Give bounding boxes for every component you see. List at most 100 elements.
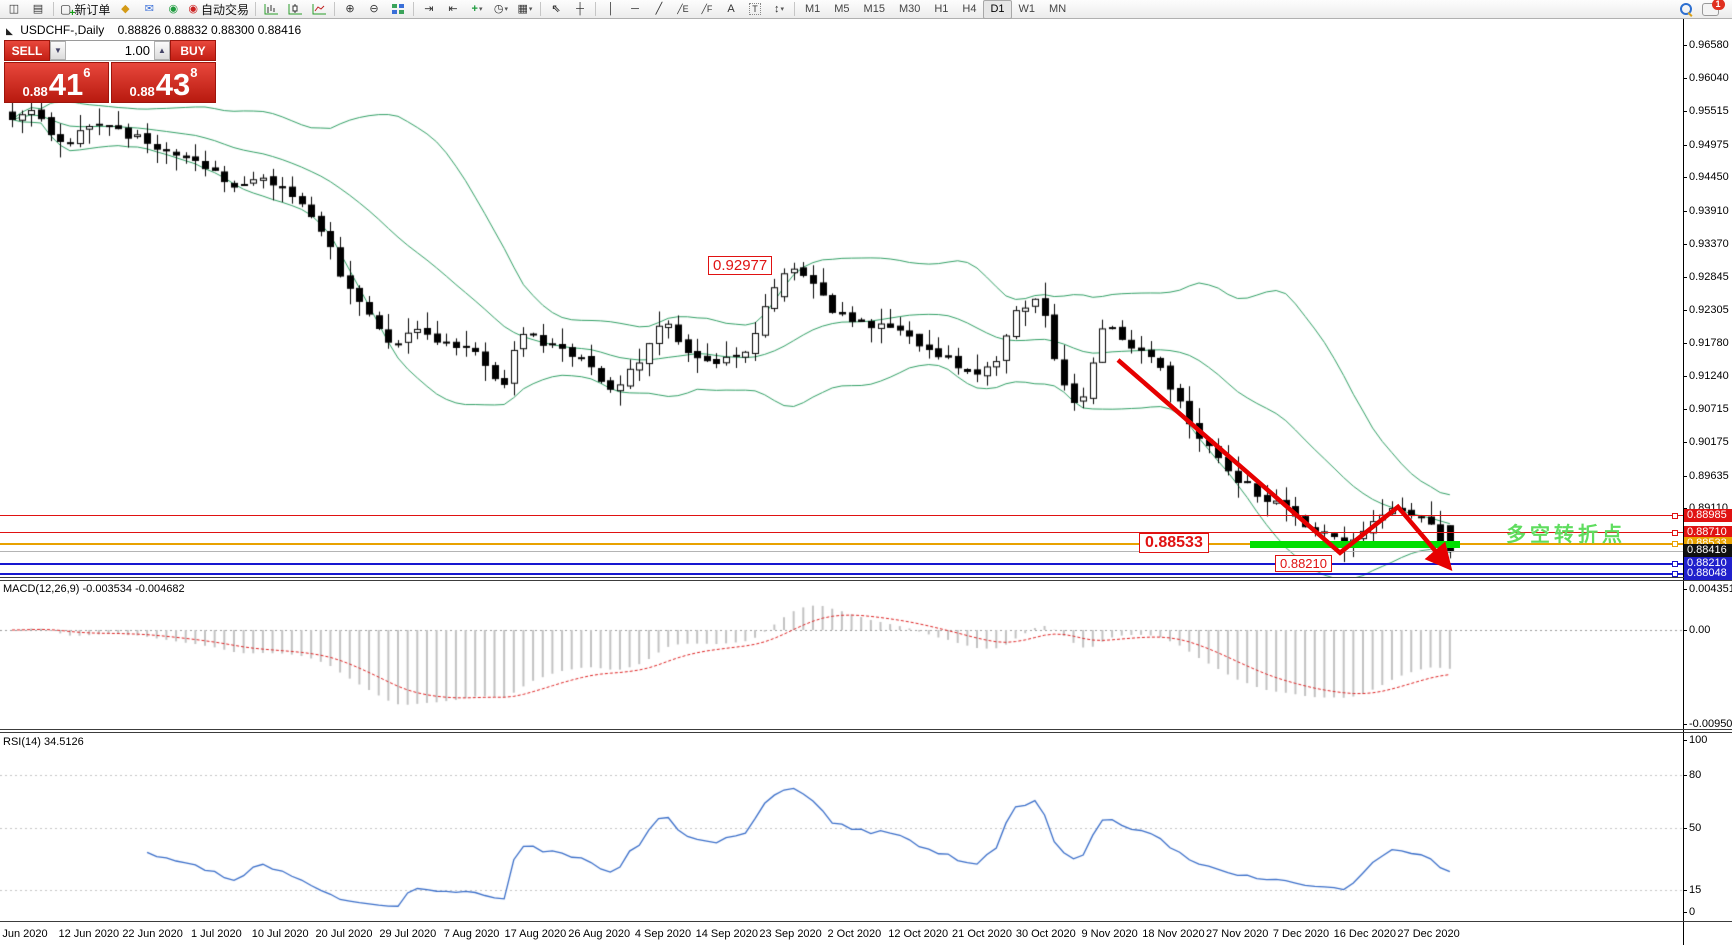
horizontal-level-line[interactable] <box>0 542 1683 545</box>
profiles-icon[interactable]: ▤ <box>32 2 44 15</box>
tile-windows-icon[interactable] <box>386 0 410 19</box>
community-mail-icon[interactable]: ✉ <box>144 2 154 15</box>
rsi-scale-label: 15 <box>1689 884 1702 896</box>
arrows-icon[interactable]: ↕ ▾ <box>773 2 784 15</box>
price-axis-tick-label: 0.95515 <box>1689 105 1729 118</box>
line-drag-handle[interactable] <box>1672 540 1678 547</box>
bar-chart-icon[interactable] <box>259 0 283 19</box>
horizontal-level-line[interactable] <box>0 532 1683 534</box>
price-axis-tick-label: 0.89635 <box>1689 469 1729 482</box>
buy-price-display[interactable]: 0.88 43 8 <box>111 62 216 103</box>
timeframe-button-m30[interactable]: M30 <box>898 2 921 15</box>
add-indicator-icon[interactable]: + ▾ <box>471 2 483 15</box>
line-drag-handle[interactable] <box>1672 529 1678 536</box>
sell-button[interactable]: SELL <box>4 40 50 61</box>
notification-badge: 1 <box>1711 0 1725 10</box>
toolbar-separator <box>594 2 596 16</box>
toolbar-separator <box>254 2 256 16</box>
date-axis-label: Jun 2020 <box>2 928 48 940</box>
timeframe-button-m15[interactable]: M15 <box>863 2 885 15</box>
timeframe-button-d1[interactable]: D1 <box>983 0 1012 19</box>
current-price-line[interactable] <box>0 550 1683 552</box>
timeframe-toolbar: M1 M5 M15 M30 H1 H4 D1 W1 MN <box>798 0 1073 19</box>
line-drag-handle[interactable] <box>1672 512 1678 519</box>
auto-trading-label: 自动交易 <box>200 2 249 17</box>
price-axis-column[interactable] <box>1683 19 1732 945</box>
pane-separator[interactable] <box>0 729 1732 730</box>
lower-price-label[interactable]: 0.88210 <box>1275 555 1332 572</box>
notifications-chat-icon[interactable]: 1 <box>1698 0 1725 19</box>
chart-window-icon[interactable]: ◫ <box>8 2 20 15</box>
timeframe-button-m1[interactable]: M1 <box>804 2 821 15</box>
date-axis-label: 23 Sep 2020 <box>759 928 822 940</box>
new-order-icon: ▢ + <box>60 2 76 19</box>
chart-title: ◣ USDCHF-,Daily 0.88826 0.88832 0.88300 … <box>6 23 301 37</box>
auto-trading-button[interactable]: ◉ 自动交易 <box>185 0 252 19</box>
support-price-label[interactable]: 0.88533 <box>1139 533 1209 553</box>
candlestick-chart-icon[interactable] <box>283 0 307 19</box>
new-order-label: 新订单 <box>74 2 111 17</box>
level-price-tag: 0.88985 <box>1684 508 1732 522</box>
channel-icon[interactable]: ╱E <box>677 3 689 14</box>
text-label-icon[interactable]: T <box>743 0 767 19</box>
date-axis-label: 1 Jul 2020 <box>191 928 242 940</box>
price-axis-tick <box>1683 78 1687 80</box>
sell-price-main: 41 <box>48 67 84 102</box>
rsi-scale-label: 100 <box>1689 734 1708 746</box>
date-axis-label: 27 Nov 2020 <box>1205 928 1269 940</box>
turning-point-note[interactable]: 多空转折点 <box>1506 524 1626 546</box>
timeframe-button-mn[interactable]: MN <box>1049 2 1067 15</box>
chart-ohlc-values: 0.88826 0.88832 0.88300 0.88416 <box>117 23 302 37</box>
peak-price-label[interactable]: 0.92977 <box>708 256 773 275</box>
timeframe-button-m5[interactable]: M5 <box>834 2 850 15</box>
pane-separator[interactable] <box>0 577 1732 578</box>
new-order-button[interactable]: ▢ + 新订单 <box>57 0 113 19</box>
text-icon[interactable]: A <box>727 2 735 15</box>
horizontal-level-line[interactable] <box>0 572 1683 575</box>
rsi-scale-label: 50 <box>1689 822 1702 834</box>
pane-separator[interactable] <box>0 580 1732 581</box>
auto-scroll-icon[interactable]: ⇤ <box>448 2 458 15</box>
search-icon[interactable] <box>1674 0 1698 19</box>
support-zone-bar[interactable] <box>1250 540 1460 548</box>
volume-decrease-button[interactable]: ▼ <box>50 41 66 60</box>
timeframe-button-w1[interactable]: W1 <box>1018 2 1036 15</box>
trendline-icon[interactable]: ╱ <box>655 2 663 15</box>
price-axis-tick-label: 0.96580 <box>1689 39 1729 51</box>
gold-instrument-icon[interactable]: ◆ <box>121 2 130 15</box>
date-axis-label: 18 Nov 2020 <box>1142 928 1205 940</box>
buy-button[interactable]: BUY <box>170 40 216 61</box>
vertical-line-icon[interactable]: │ <box>607 2 615 15</box>
zoom-out-icon[interactable]: ⊖ <box>369 2 379 15</box>
buy-price-main: 43 <box>155 67 191 102</box>
price-axis-tick-label: 0.93370 <box>1689 238 1729 251</box>
step-forward-icon[interactable]: ⇥ <box>424 2 434 15</box>
timeframe-button-h4[interactable]: H4 <box>962 2 977 15</box>
zoom-in-icon[interactable]: ⊕ <box>345 2 355 15</box>
pane-separator[interactable] <box>0 921 1732 922</box>
date-axis-label: 12 Oct 2020 <box>888 928 949 940</box>
market-radar-icon[interactable]: ◉ <box>168 2 179 15</box>
horizontal-level-line[interactable] <box>0 562 1683 565</box>
templates-icon[interactable]: ▦ ▾ <box>517 2 533 15</box>
volume-input[interactable] <box>66 41 154 60</box>
macd-axis-tick <box>1683 589 1687 590</box>
cursor-icon[interactable]: ⇖ <box>551 2 561 15</box>
line-drag-handle[interactable] <box>1672 570 1678 577</box>
fibonacci-icon[interactable]: ╱F <box>701 3 713 14</box>
horizontal-line-icon[interactable]: ─ <box>631 2 639 15</box>
crosshair-icon[interactable]: ┼ <box>576 2 584 15</box>
pane-separator[interactable] <box>0 732 1732 733</box>
horizontal-level-line[interactable] <box>0 515 1683 517</box>
sell-price-display[interactable]: 0.88 41 6 <box>4 62 109 103</box>
price-axis-tick <box>1683 342 1687 344</box>
volume-increase-button[interactable]: ▲ <box>154 41 170 60</box>
line-chart-icon[interactable] <box>307 0 331 19</box>
price-axis-tick <box>1683 276 1687 278</box>
toolbar-separator <box>412 2 414 16</box>
rsi-axis-tick <box>1683 890 1687 891</box>
period-clock-icon[interactable]: ◷ ▾ <box>493 2 509 15</box>
timeframe-button-h1[interactable]: H1 <box>934 2 949 15</box>
line-drag-handle[interactable] <box>1672 560 1678 567</box>
